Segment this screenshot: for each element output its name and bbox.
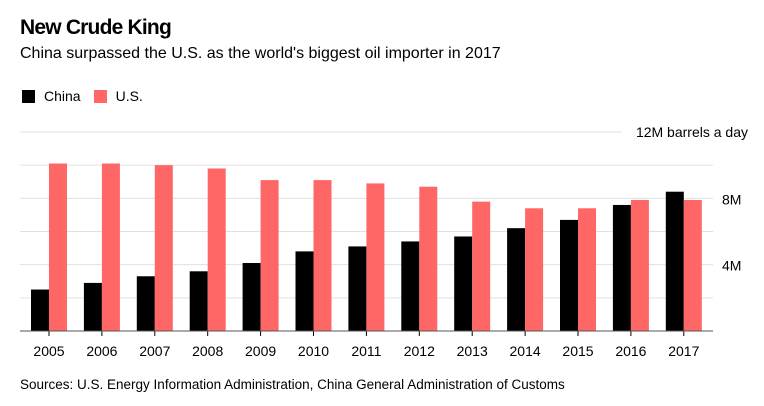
bar-us-2008 <box>207 168 226 331</box>
legend-label-us: U.S. <box>115 88 143 104</box>
x-tick-label: 2006 <box>86 343 117 359</box>
x-tick-label: 2008 <box>192 343 223 359</box>
bar-china-2010 <box>295 251 314 331</box>
bar-china-2014 <box>507 228 526 331</box>
bar-us-2010 <box>313 180 332 331</box>
legend-swatch-us <box>93 89 107 103</box>
bar-china-2008 <box>189 271 208 331</box>
bar-us-2006 <box>101 163 120 331</box>
y-tick-label: 4M <box>722 258 741 274</box>
bar-us-2015 <box>578 208 596 331</box>
bar-china-2016 <box>612 204 631 331</box>
x-tick-label: 2007 <box>139 343 170 359</box>
source-note: Sources: U.S. Energy Information Adminis… <box>20 377 565 392</box>
bar-china-2015 <box>560 219 578 331</box>
x-tick-label: 2005 <box>33 343 64 359</box>
bar-china-2012 <box>401 241 420 331</box>
bar-china-2009 <box>242 263 261 331</box>
x-tick-label: 2013 <box>457 343 488 359</box>
x-tick-label: 2010 <box>298 343 329 359</box>
bar-us-2011 <box>366 183 385 331</box>
legend-item-china: China <box>22 88 81 104</box>
chart-title: New Crude King <box>20 16 172 39</box>
legend-label-china: China <box>44 88 81 104</box>
legend-swatch-china <box>22 89 35 103</box>
bar-us-2013 <box>472 201 491 331</box>
chart-subtitle: China surpassed the U.S. as the world's … <box>20 45 501 62</box>
x-tick-label: 2009 <box>245 343 276 359</box>
legend: China U.S. <box>22 88 156 104</box>
bar-china-2017 <box>665 191 684 331</box>
bar-china-2011 <box>348 246 367 331</box>
bar-us-2017 <box>683 199 702 331</box>
y-axis-unit-label: 12M barrels a day <box>636 124 748 140</box>
bar-us-2005 <box>49 163 67 331</box>
x-tick-label: 2017 <box>668 343 699 359</box>
x-tick-label: 2011 <box>351 343 381 359</box>
x-tick-label: 2015 <box>562 343 593 359</box>
bar-china-2006 <box>83 282 102 331</box>
x-tick-label: 2014 <box>510 343 541 359</box>
bar-us-2012 <box>419 186 438 331</box>
bar-china-2013 <box>454 236 473 331</box>
bar-us-2016 <box>630 199 649 331</box>
x-tick-label: 2016 <box>615 343 646 359</box>
y-tick-label: 8M <box>722 191 741 207</box>
bar-us-2009 <box>260 180 279 331</box>
legend-item-us: U.S. <box>93 88 143 104</box>
bar-china-2005 <box>31 289 49 331</box>
bar-china-2007 <box>136 276 155 331</box>
x-tick-label: 2012 <box>404 343 435 359</box>
bar-us-2007 <box>154 165 173 331</box>
bar-us-2014 <box>525 208 544 331</box>
